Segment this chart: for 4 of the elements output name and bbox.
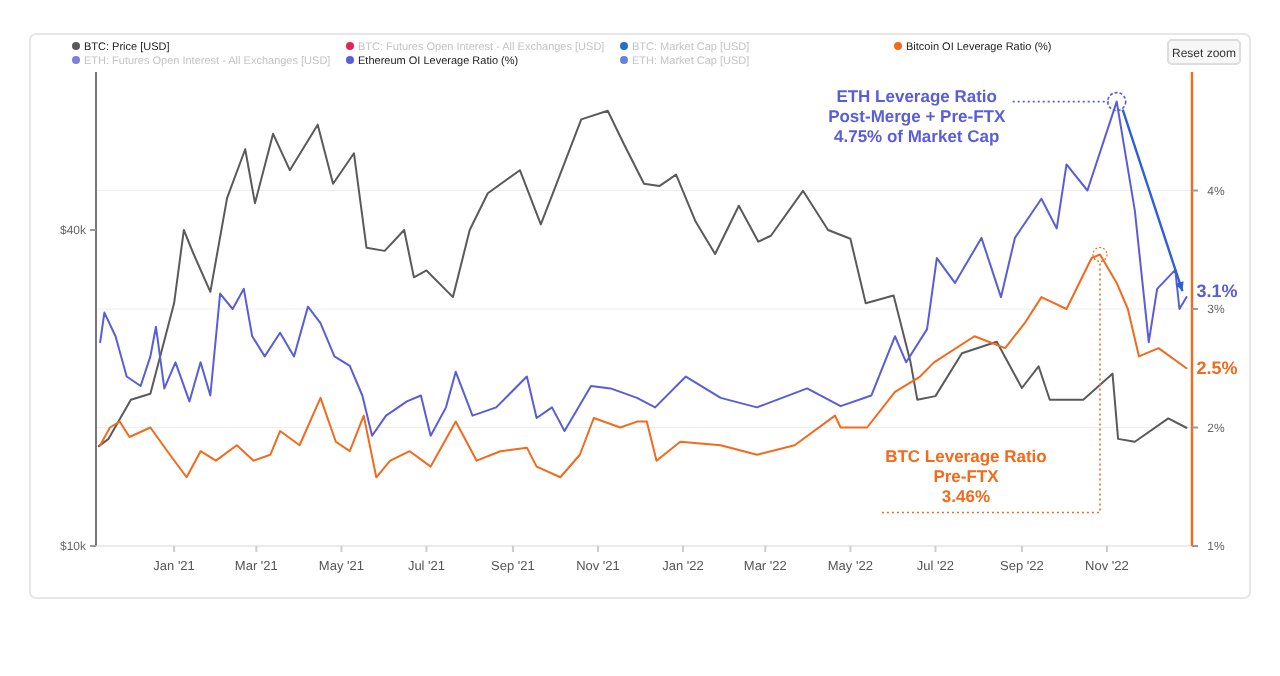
annotation: ETH Leverage Ratio Post-Merge + Pre-FTX 4.75% of Market Cap <box>828 85 1006 146</box>
annotation: 2.5% <box>1196 358 1238 379</box>
annotation: BTC Leverage Ratio Pre-FTX 3.46% <box>885 446 1047 507</box>
annotation: 3.1% <box>1196 281 1238 302</box>
